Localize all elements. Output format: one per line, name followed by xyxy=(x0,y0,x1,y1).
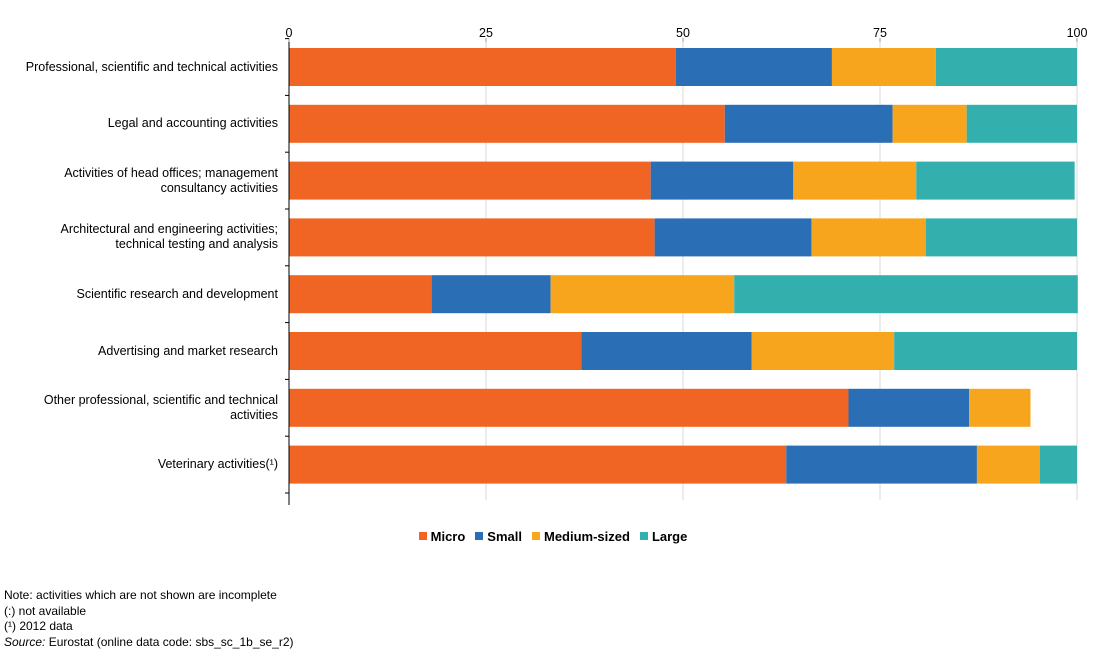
legend-item: Micro xyxy=(418,528,466,544)
category-label: Veterinary activities(¹) xyxy=(157,457,278,472)
bar-large xyxy=(734,275,1078,314)
bar-large xyxy=(916,161,1075,200)
x-tick-label: 50 xyxy=(676,26,690,40)
notes: Note: activities which are not shown are… xyxy=(4,588,294,650)
x-tick-label: 100 xyxy=(1067,26,1088,40)
bar-micro xyxy=(289,332,582,370)
bar-micro xyxy=(289,218,655,257)
bar-medium-sized xyxy=(550,275,735,314)
bar-medium-sized xyxy=(751,332,895,370)
bar-small xyxy=(675,48,832,86)
footnote-text: (¹) 2012 data xyxy=(4,619,73,633)
legend-item: Small xyxy=(475,529,522,544)
x-tick-label: 0 xyxy=(286,26,293,40)
legend-swatch xyxy=(639,532,648,540)
category-label: Advertising and market research xyxy=(98,343,278,358)
source-line: Source: Eurostat (online data code: sbs_… xyxy=(4,635,294,651)
category-label: Legal and accounting activities xyxy=(107,116,278,131)
not-available-text: (:) not available xyxy=(4,603,87,618)
bar-small xyxy=(654,218,812,257)
bar-medium-sized xyxy=(969,388,1031,427)
bar-medium-sized xyxy=(892,104,967,143)
bar-medium-sized xyxy=(793,161,917,200)
category-label: Other professional, scientific and techn… xyxy=(43,392,278,422)
category-label: Activities of head offices; management c… xyxy=(64,165,278,195)
bar-small xyxy=(848,388,970,427)
bar-micro xyxy=(289,161,651,200)
bar-small xyxy=(786,445,977,484)
legend-item: Large xyxy=(639,528,688,544)
source-text: Eurostat (online data code: sbs_sc_1b_se… xyxy=(45,634,294,649)
legend: Micro Small Medium-sized Large xyxy=(0,528,1106,544)
bar-medium-sized xyxy=(976,445,1040,484)
bar-micro xyxy=(289,445,787,484)
legend-swatch xyxy=(531,532,540,540)
bar-micro xyxy=(289,275,432,314)
bar-large xyxy=(925,218,1077,257)
bar-micro xyxy=(289,104,725,143)
legend-label: Micro xyxy=(430,528,466,544)
category-label: Architectural and engineering activities… xyxy=(60,222,278,252)
category-label: Professional, scientific and technical a… xyxy=(25,59,278,74)
x-tick-label: 75 xyxy=(873,26,887,40)
bar-large xyxy=(894,332,1077,370)
legend-label: Large xyxy=(651,528,688,544)
legend-swatch xyxy=(475,532,484,540)
source-label: Source: xyxy=(4,634,46,649)
bar-large xyxy=(1039,445,1077,484)
bar-small xyxy=(431,275,551,314)
bar-medium-sized xyxy=(811,218,926,257)
category-label: Scientific research and development xyxy=(76,286,278,301)
legend-swatch xyxy=(418,532,427,540)
chart-plot: 0 25 50 75 100 xyxy=(285,26,1088,505)
x-tick-label: 25 xyxy=(479,26,493,40)
legend-label: Small xyxy=(487,528,522,544)
bar-large xyxy=(966,104,1077,143)
bar-medium-sized xyxy=(831,48,936,86)
bar-large xyxy=(935,48,1077,86)
bar-small xyxy=(581,332,752,370)
bar-micro xyxy=(289,48,676,86)
bar-small xyxy=(724,104,893,143)
bar-micro xyxy=(289,388,849,427)
bar-small xyxy=(650,161,794,200)
note-text: Note: activities which are not shown are… xyxy=(4,588,277,602)
legend-item: Medium-sized xyxy=(531,528,630,544)
legend-label: Medium-sized xyxy=(543,528,630,544)
